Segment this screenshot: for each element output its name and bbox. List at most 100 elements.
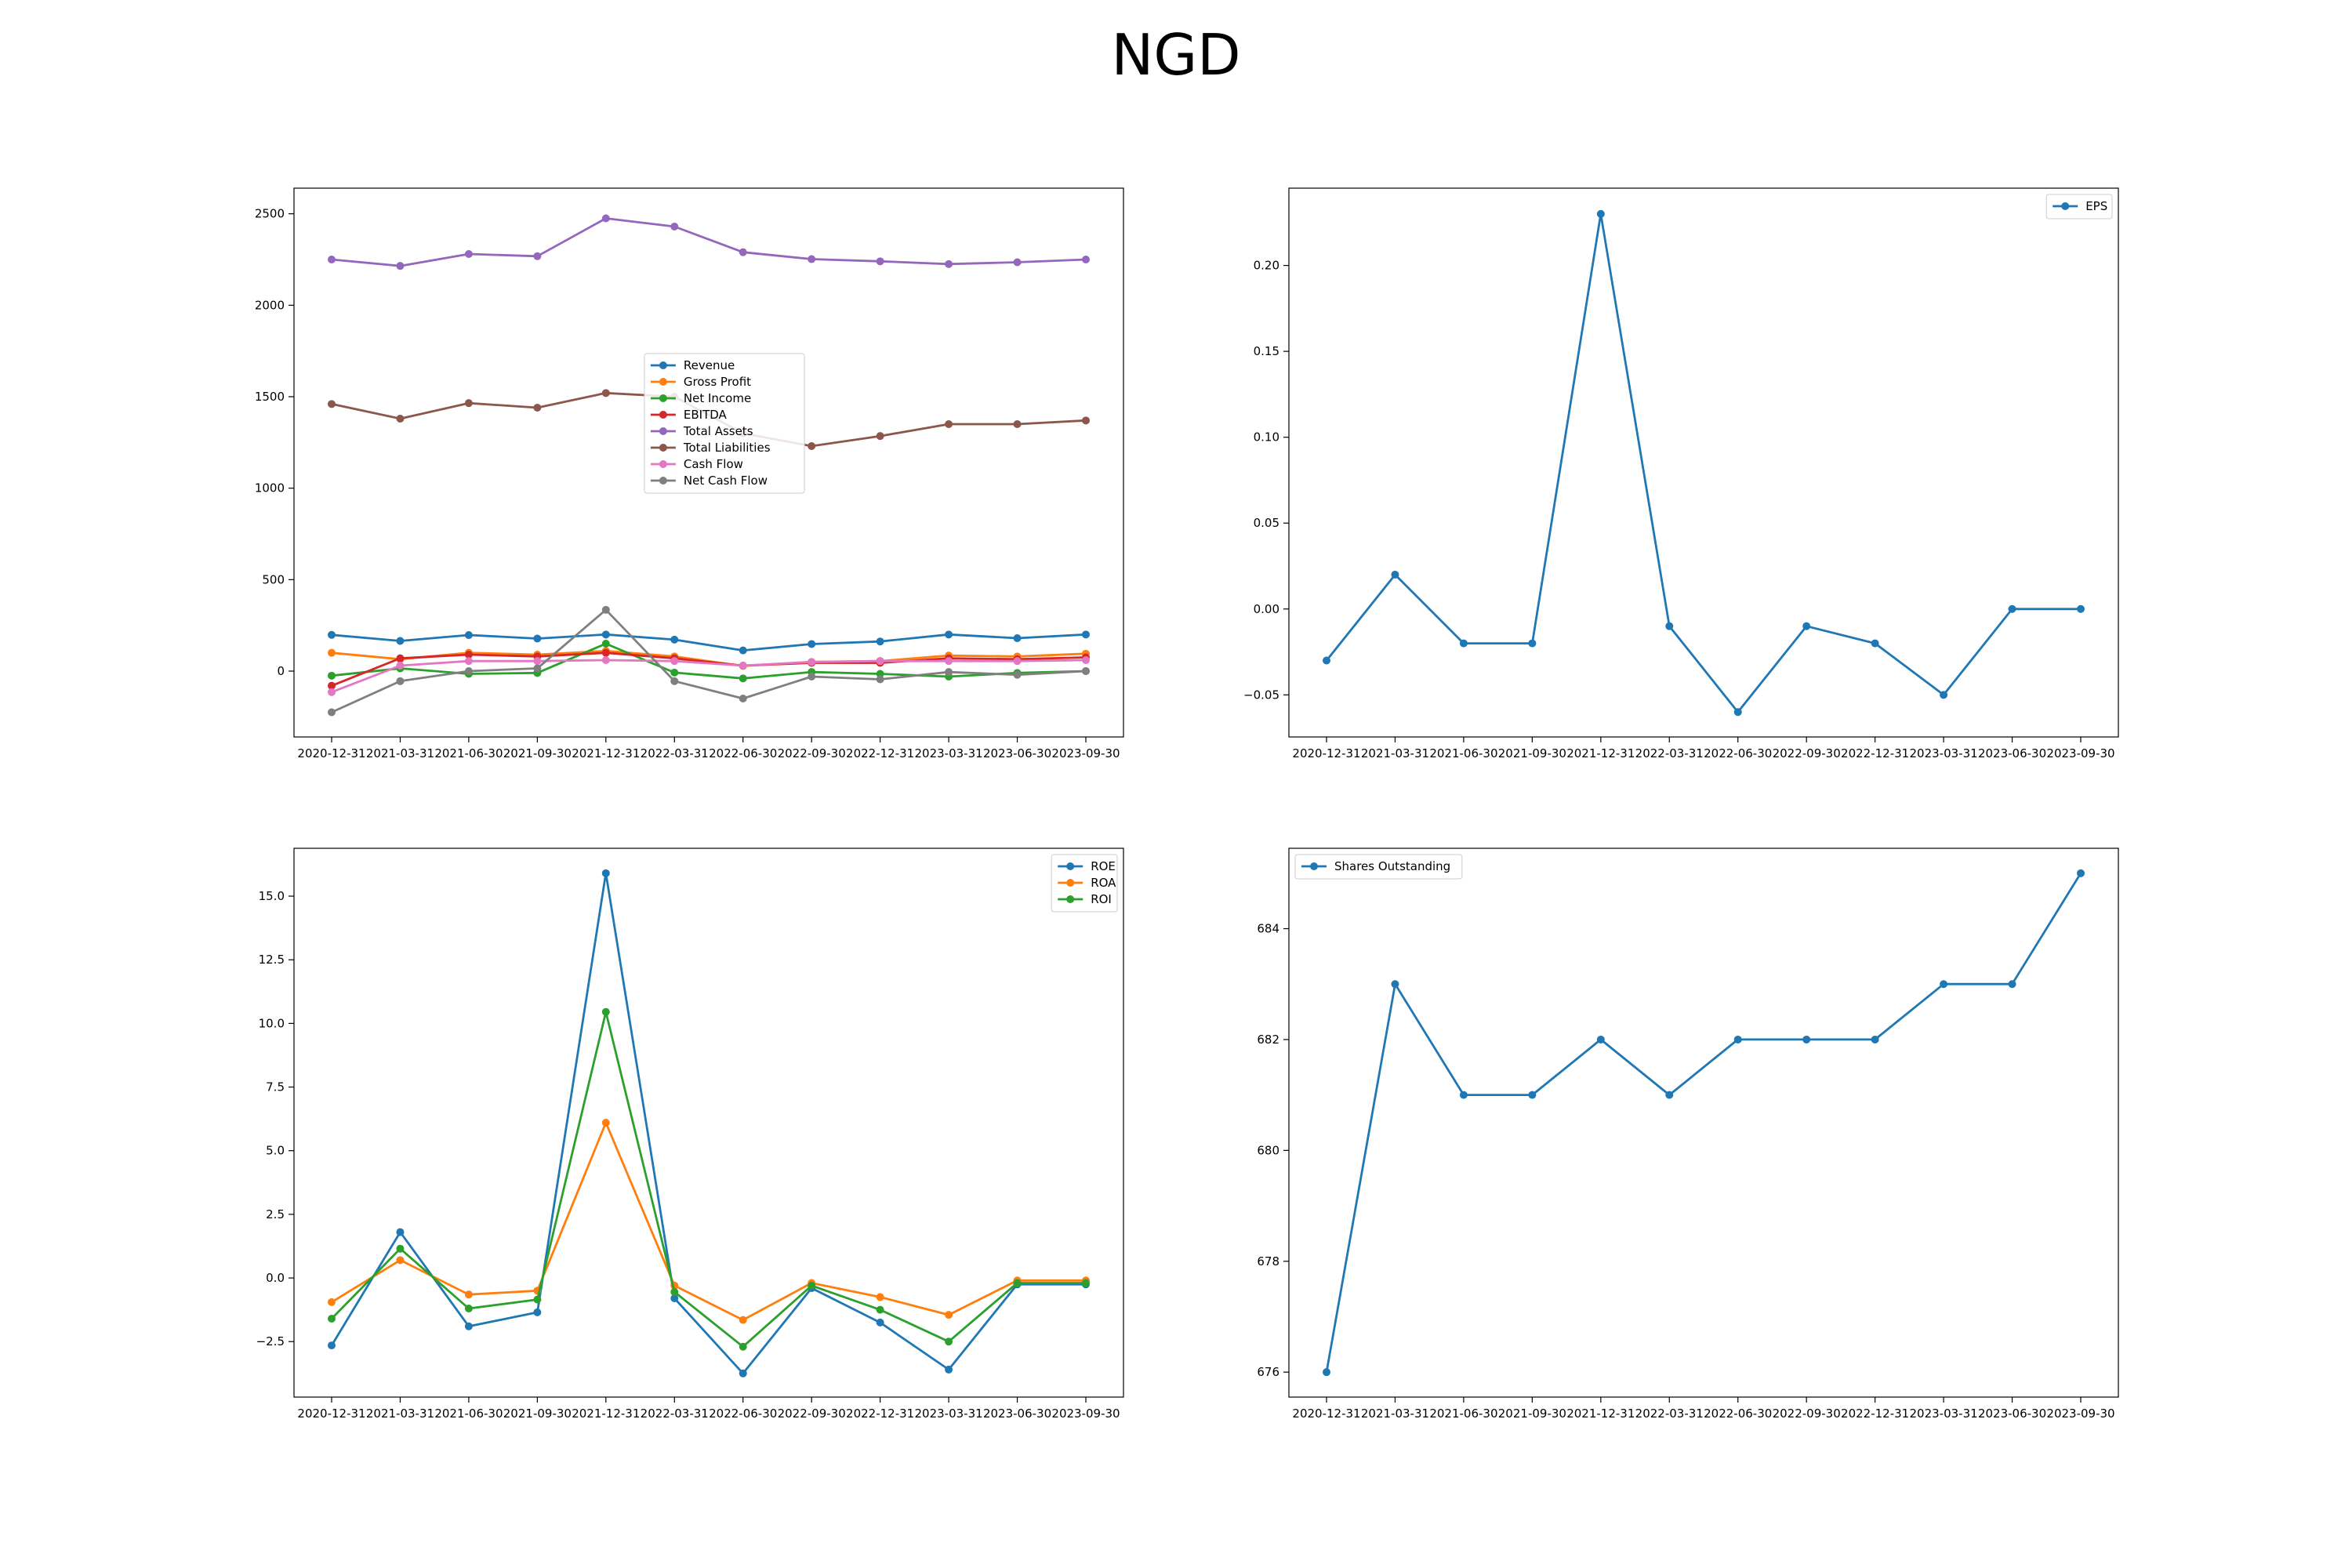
- x-tick-label: 2022-12-31: [1841, 746, 1909, 760]
- legend-marker-revenue: [659, 361, 667, 369]
- data-point-roi: [1082, 1279, 1090, 1287]
- x-tick-label: 2022-09-30: [1773, 746, 1841, 760]
- x-tick-label: 2022-06-30: [709, 746, 777, 760]
- legend-marker-ebitda: [659, 411, 667, 419]
- y-tick-label: 10.0: [259, 1016, 285, 1030]
- data-point-cash-flow: [396, 662, 405, 670]
- series-line-eps: [1325, 212, 2081, 713]
- data-point-total-liabilities: [876, 432, 884, 441]
- data-point-net-income: [876, 670, 884, 678]
- x-tick-label: 2021-12-31: [1566, 1406, 1635, 1421]
- data-point-total-liabilities: [1082, 416, 1090, 425]
- axes-frame: [293, 187, 1124, 738]
- series-line-roi: [331, 1011, 1086, 1348]
- figure-title: NGD: [1111, 22, 1240, 88]
- data-point-ebitda: [464, 651, 473, 659]
- data-point-roa: [328, 1298, 336, 1306]
- y-tick-label: 0.0: [266, 1271, 285, 1285]
- y-tick-label: 680: [1257, 1143, 1279, 1157]
- data-point-net-cash-flow: [396, 677, 405, 685]
- data-point-roe: [945, 1365, 953, 1374]
- x-tick-label: 2020-12-31: [297, 746, 365, 760]
- series-line-revenue: [331, 633, 1087, 652]
- y-tick-label: 682: [1257, 1033, 1279, 1047]
- data-point-eps: [2077, 604, 2085, 613]
- x-tick-label: 2022-06-30: [1704, 1406, 1772, 1421]
- data-point-shares-outstanding: [1940, 980, 1948, 989]
- data-point-shares-outstanding: [2008, 980, 2016, 989]
- data-point-cash-flow: [1013, 657, 1022, 666]
- axes-frame: [293, 848, 1124, 1398]
- y-tick-label: 2.5: [266, 1207, 285, 1221]
- x-tick-label: 2022-12-31: [1841, 1406, 1909, 1421]
- x-tick-label: 2023-09-30: [2046, 746, 2114, 760]
- series-line-cash-flow: [331, 659, 1087, 694]
- legend-marker-roe: [1066, 862, 1075, 870]
- data-point-eps: [1940, 691, 1948, 699]
- legend-label-shares-outstanding: Shares Outstanding: [1334, 859, 1450, 873]
- data-point-roi: [396, 1244, 405, 1253]
- data-point-cash-flow: [670, 657, 679, 666]
- legend-label-revenue: Revenue: [684, 358, 735, 372]
- series-line-ebitda: [331, 652, 1087, 687]
- data-point-total-liabilities: [808, 442, 816, 450]
- data-point-total-liabilities: [601, 389, 610, 397]
- data-point-roi: [464, 1305, 473, 1313]
- legend-marker-eps: [2061, 202, 2070, 210]
- data-point-roa: [739, 1316, 747, 1324]
- x-tick-label: 2021-09-30: [503, 746, 572, 760]
- legend-label-total-liabilities: Total Liabilities: [683, 441, 771, 455]
- data-point-roi: [533, 1295, 542, 1304]
- legend-label-gross-profit: Gross Profit: [684, 375, 751, 389]
- subplot-1: 2020-12-31 2021-03-31 2021-06-30 2021-09-30…: [255, 187, 1124, 760]
- y-tick-label: 0.05: [1254, 516, 1279, 530]
- x-tick-label: 2023-09-30: [1051, 1406, 1120, 1421]
- x-tick-label: 2023-03-31: [1909, 746, 1977, 760]
- data-point-cash-flow: [739, 662, 747, 670]
- data-point-roa: [464, 1290, 473, 1299]
- data-point-shares-outstanding: [1665, 1091, 1674, 1099]
- data-point-net-income: [328, 671, 336, 680]
- legend-label-roe: ROE: [1091, 859, 1116, 873]
- data-point-revenue: [1013, 634, 1022, 642]
- y-tick-label: −0.05: [1243, 688, 1279, 702]
- series-line-net-cash-flow: [331, 608, 1087, 713]
- data-point-ebitda: [601, 648, 610, 657]
- y-tick-label: 678: [1257, 1254, 1279, 1269]
- data-point-revenue: [601, 630, 610, 639]
- data-point-revenue: [670, 635, 679, 644]
- data-point-net-cash-flow: [1082, 667, 1090, 675]
- data-point-total-liabilities: [945, 420, 953, 428]
- data-point-roe: [533, 1308, 542, 1316]
- series-line-total-assets: [331, 217, 1087, 267]
- data-point-revenue: [1082, 630, 1090, 639]
- data-point-total-assets: [1082, 256, 1090, 263]
- x-tick-label: 2022-09-30: [778, 746, 846, 760]
- y-tick-label: 5.0: [266, 1144, 285, 1158]
- data-point-cash-flow: [464, 657, 473, 666]
- data-point-net-income: [739, 674, 747, 683]
- y-tick-label: 7.5: [266, 1080, 285, 1094]
- data-point-revenue: [328, 630, 336, 639]
- data-point-eps: [1323, 656, 1330, 665]
- y-tick-label: 1000: [255, 481, 285, 495]
- legend: ROE ROA ROI: [1051, 854, 1118, 913]
- data-point-eps: [1871, 639, 1879, 648]
- x-tick-label: 2022-03-31: [641, 746, 709, 760]
- x-tick-label: 2021-06-30: [1429, 746, 1497, 760]
- data-point-cash-flow: [945, 657, 953, 666]
- data-point-shares-outstanding: [1459, 1091, 1468, 1099]
- y-tick-label: 2000: [255, 298, 285, 312]
- data-point-ebitda: [396, 654, 405, 662]
- data-point-roi: [670, 1287, 679, 1296]
- legend-label-ebitda: EBITDA: [684, 408, 728, 422]
- legend-label-total-assets: Total Assets: [683, 424, 753, 438]
- data-point-cash-flow: [328, 688, 336, 696]
- y-tick-label: −2.5: [256, 1334, 285, 1348]
- data-point-net-cash-flow: [464, 667, 473, 675]
- x-tick-label: 2022-03-31: [641, 1406, 709, 1421]
- data-point-total-assets: [464, 250, 473, 258]
- x-tick-label: 2022-09-30: [778, 1406, 846, 1421]
- x-tick-label: 2021-03-31: [366, 1406, 434, 1421]
- y-tick-label: 1500: [255, 390, 285, 404]
